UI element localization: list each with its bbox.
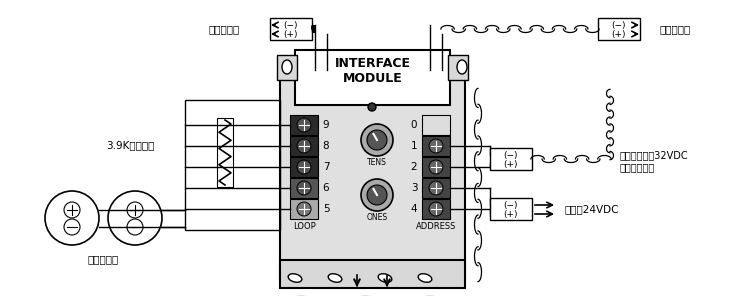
- Circle shape: [361, 179, 393, 211]
- Circle shape: [297, 139, 311, 153]
- Ellipse shape: [457, 60, 467, 74]
- Text: 4: 4: [410, 204, 417, 214]
- Text: 可复位24VDC: 可复位24VDC: [565, 204, 619, 214]
- Bar: [270, 18, 312, 40]
- Circle shape: [361, 124, 393, 156]
- Circle shape: [368, 103, 376, 111]
- Text: (+): (+): [612, 30, 626, 38]
- Ellipse shape: [288, 274, 302, 282]
- Text: 3.9K终端电阵: 3.9K终端电阵: [106, 140, 155, 150]
- Bar: [598, 18, 640, 40]
- Bar: [185, 100, 280, 230]
- Ellipse shape: [418, 274, 432, 282]
- Bar: [290, 199, 318, 219]
- Text: (−): (−): [612, 20, 626, 30]
- Bar: [422, 157, 450, 177]
- Bar: [295, 50, 450, 105]
- Bar: [280, 70, 465, 280]
- Circle shape: [108, 191, 162, 245]
- Text: 回路最高电压32VDC: 回路最高电压32VDC: [620, 150, 689, 160]
- Text: TENS: TENS: [367, 157, 387, 166]
- Bar: [422, 136, 450, 156]
- Text: MODULE: MODULE: [343, 72, 402, 84]
- Circle shape: [367, 185, 387, 205]
- Circle shape: [45, 191, 99, 245]
- Ellipse shape: [378, 274, 392, 282]
- Text: 8: 8: [323, 141, 330, 151]
- Text: 6: 6: [323, 183, 330, 193]
- Circle shape: [429, 139, 443, 153]
- Circle shape: [297, 160, 311, 174]
- Circle shape: [429, 202, 443, 216]
- Text: 前一个设备: 前一个设备: [659, 24, 690, 34]
- Bar: [290, 178, 318, 198]
- Bar: [422, 115, 450, 135]
- Ellipse shape: [328, 274, 342, 282]
- Text: 3: 3: [410, 183, 417, 193]
- Bar: [422, 178, 450, 198]
- Ellipse shape: [282, 60, 292, 74]
- Text: (+): (+): [504, 160, 518, 168]
- Bar: [280, 260, 465, 288]
- Text: 7: 7: [323, 162, 330, 172]
- Circle shape: [297, 118, 311, 132]
- Circle shape: [297, 181, 311, 195]
- Text: (−): (−): [504, 150, 518, 160]
- Text: ONES: ONES: [367, 213, 388, 221]
- Text: 下一个设备: 下一个设备: [208, 24, 240, 34]
- Text: 普通探测器: 普通探测器: [87, 254, 119, 264]
- Text: 9: 9: [323, 120, 330, 130]
- Circle shape: [297, 202, 311, 216]
- Text: (−): (−): [504, 200, 518, 210]
- Text: (+): (+): [284, 30, 298, 38]
- Text: INTERFACE: INTERFACE: [335, 57, 410, 70]
- Text: (+): (+): [504, 210, 518, 218]
- Text: 建议用双络线: 建议用双络线: [620, 162, 655, 172]
- Bar: [490, 198, 532, 220]
- Bar: [490, 148, 532, 170]
- Bar: [290, 136, 318, 156]
- Text: 5: 5: [323, 204, 330, 214]
- Bar: [290, 157, 318, 177]
- Text: LOOP: LOOP: [292, 221, 316, 231]
- Text: 1: 1: [410, 141, 417, 151]
- Bar: [290, 115, 318, 135]
- Text: 0: 0: [410, 120, 417, 130]
- Circle shape: [429, 181, 443, 195]
- Bar: [217, 118, 233, 187]
- Bar: [448, 55, 468, 80]
- Circle shape: [367, 130, 387, 150]
- Text: ADDRESS: ADDRESS: [416, 221, 456, 231]
- Bar: [422, 199, 450, 219]
- Circle shape: [429, 160, 443, 174]
- Text: 2: 2: [410, 162, 417, 172]
- Bar: [277, 55, 297, 80]
- Text: (−): (−): [284, 20, 298, 30]
